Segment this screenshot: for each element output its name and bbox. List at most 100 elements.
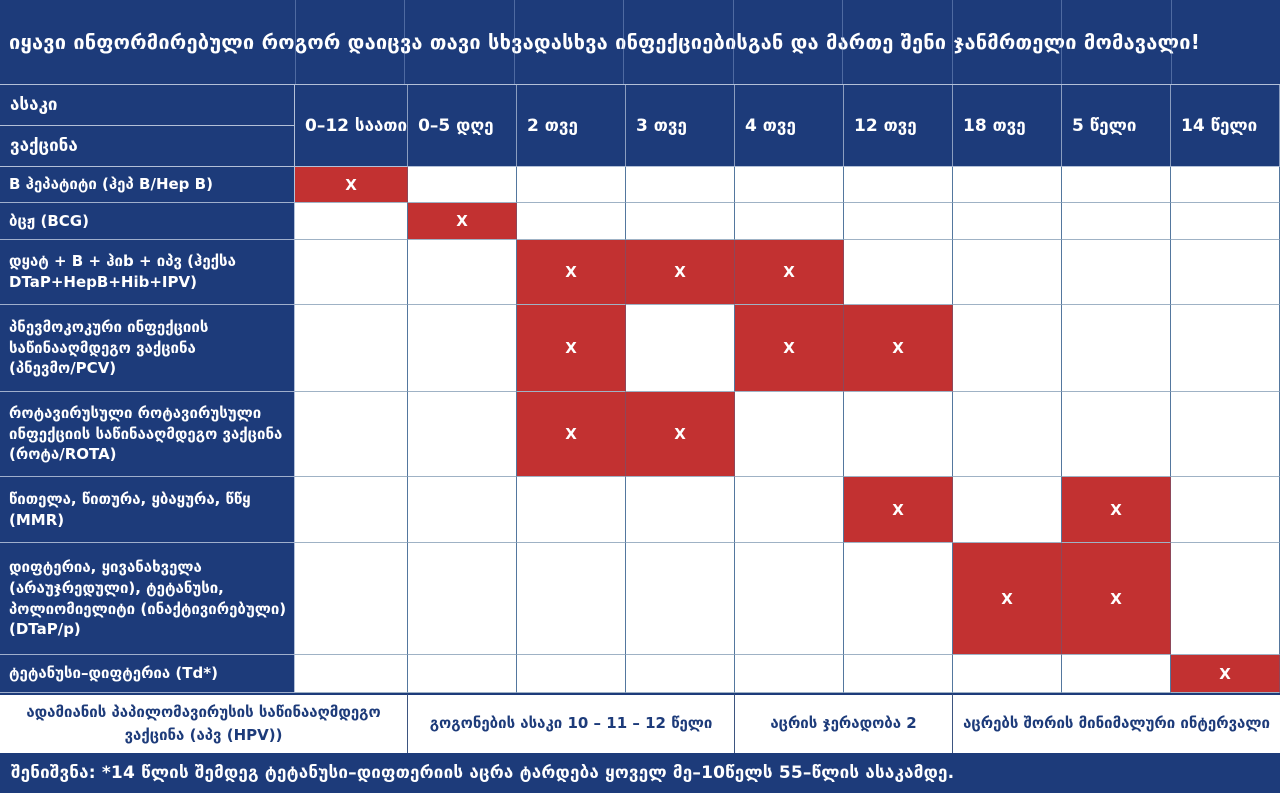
age-column-header: 4 თვე — [735, 85, 845, 167]
dose-cell-marked: X — [953, 543, 1063, 655]
dose-cell-empty — [844, 240, 954, 305]
dose-cell-marked: X — [517, 305, 627, 392]
age-column-header: 0–12 საათი — [295, 85, 409, 167]
hpv-info-cell: აცრის ჯერადობა 2 — [735, 693, 954, 753]
dose-cell-empty — [408, 167, 518, 203]
age-column-header: 3 თვე — [626, 85, 736, 167]
dose-cell-marked: X — [735, 240, 845, 305]
vaccine-axis-label: ვაქცინა — [10, 136, 78, 156]
age-column-header: 18 თვე — [953, 85, 1063, 167]
dose-cell-empty — [295, 203, 409, 240]
hpv-info-cell: აცრებს შორის მინიმალური ინტერვალი — [953, 693, 1280, 753]
dose-cell-empty — [735, 203, 845, 240]
dose-cell-empty — [295, 305, 409, 392]
vaccine-row-label: წითელა, წითურა, ყბაყურა, წწყ (MMR) — [0, 477, 295, 543]
dose-cell-empty — [1062, 305, 1171, 392]
dose-cell-empty — [953, 203, 1063, 240]
dose-cell-empty — [295, 392, 409, 477]
vaccine-row-label: დიფტერია, ყივანახველა (არაუჯრედული), ტეტ… — [0, 543, 295, 655]
vaccine-row-label: ბცჟ (BCG) — [0, 203, 295, 240]
dose-cell-empty — [295, 655, 409, 693]
dose-cell-empty — [517, 543, 627, 655]
dose-cell-marked: X — [1062, 543, 1171, 655]
dose-cell-empty — [408, 543, 518, 655]
age-column-header: 2 თვე — [517, 85, 627, 167]
dose-cell-empty — [735, 477, 845, 543]
vaccine-row-label-text: ტეტანუსი–დიფტერია (Td*) — [9, 664, 218, 683]
dose-cell-empty — [517, 167, 627, 203]
dose-cell-empty — [517, 203, 627, 240]
dose-cell-empty — [408, 240, 518, 305]
dose-cell-empty — [517, 477, 627, 543]
dose-cell-marked: X — [1062, 477, 1171, 543]
age-column-header: 5 წელი — [1062, 85, 1171, 167]
dose-cell-empty — [735, 655, 845, 693]
dose-cell-empty — [953, 167, 1063, 203]
dose-cell-empty — [408, 305, 518, 392]
dose-cell-empty — [517, 655, 627, 693]
vaccine-row-label: B ჰეპატიტი (ჰეპ B/Hep B) — [0, 167, 295, 203]
dose-cell-marked: X — [844, 305, 954, 392]
dose-cell-marked: X — [626, 392, 736, 477]
dose-cell-empty — [1062, 240, 1171, 305]
dose-cell-empty — [1171, 203, 1280, 240]
vaccine-row-label: დყატ + B + ჰიb + იპვ (ჰექსა DTaP+HepB+Hi… — [0, 240, 295, 305]
dose-cell-marked: X — [1171, 655, 1280, 693]
dose-cell-empty — [844, 392, 954, 477]
poster-title: იყავი ინფორმირებული როგორ დაიცვა თავი სხ… — [0, 0, 1280, 85]
dose-cell-empty — [953, 240, 1063, 305]
vaccine-row-label-text: დიფტერია, ყივანახველა (არაუჯრედული), ტეტ… — [9, 558, 287, 639]
dose-cell-empty — [408, 655, 518, 693]
title-column-line — [1170, 0, 1172, 84]
dose-cell-empty — [1171, 240, 1280, 305]
dose-cell-empty — [844, 167, 954, 203]
dose-cell-empty — [1171, 392, 1280, 477]
age-column-header: 14 წელი — [1171, 85, 1280, 167]
dose-cell-empty — [1171, 167, 1280, 203]
title-column-line — [404, 0, 406, 84]
vaccine-row-label-text: როტავირუსული როტავირუსული ინფექციის საწი… — [9, 403, 283, 464]
vaccine-row-label-text: დყატ + B + ჰიb + იპვ (ჰექსა DTaP+HepB+Hi… — [9, 252, 236, 291]
dose-cell-empty — [626, 203, 736, 240]
title-column-line — [623, 0, 625, 84]
dose-cell-empty — [1171, 543, 1280, 655]
dose-cell-empty — [735, 167, 845, 203]
dose-cell-empty — [735, 392, 845, 477]
dose-cell-empty — [626, 655, 736, 693]
age-column-header: 0–5 დღე — [408, 85, 518, 167]
hpv-vaccine-label: ადამიანის პაპილომავირუსის საწინააღმდეგო … — [0, 693, 409, 753]
dose-cell-empty — [953, 392, 1063, 477]
dose-cell-empty — [626, 167, 736, 203]
dose-cell-empty — [626, 477, 736, 543]
age-column-header: 12 თვე — [844, 85, 954, 167]
poster-title-text: იყავი ინფორმირებული როგორ დაიცვა თავი სხ… — [9, 30, 1201, 54]
header-corner-cell: ასაკი ვაქცინა — [0, 85, 295, 167]
vaccine-row-label-text: წითელა, წითურა, ყბაყურა, წწყ (MMR) — [9, 489, 251, 529]
dose-cell-marked: X — [626, 240, 736, 305]
age-axis-label: ასაკი — [0, 85, 294, 126]
dose-cell-empty — [844, 203, 954, 240]
hpv-info-cell: გოგონების ასაკი 10 – 11 – 12 წელი — [408, 693, 736, 753]
title-column-line — [951, 0, 953, 84]
dose-cell-marked: X — [517, 240, 627, 305]
dose-cell-empty — [844, 543, 954, 655]
dose-cell-empty — [1062, 203, 1171, 240]
title-column-line — [732, 0, 734, 84]
dose-cell-empty — [295, 477, 409, 543]
title-column-line — [1061, 0, 1063, 84]
dose-cell-marked: X — [735, 305, 845, 392]
dose-cell-empty — [295, 543, 409, 655]
dose-cell-marked: X — [517, 392, 627, 477]
dose-cell-empty — [1062, 167, 1171, 203]
dose-cell-marked: X — [844, 477, 954, 543]
dose-cell-empty — [1062, 655, 1171, 693]
footnote-bar: შენიშვნა: *14 წლის შემდეგ ტეტანუსი–დიფთე… — [0, 753, 1280, 793]
dose-cell-empty — [953, 305, 1063, 392]
dose-cell-marked: X — [295, 167, 409, 203]
dose-cell-empty — [953, 477, 1063, 543]
title-column-line — [295, 0, 296, 84]
vaccine-row-label-text: პნევმოკოკური ინფექციის საწინააღმდეგო ვაქ… — [9, 317, 209, 378]
vaccine-row-label: პნევმოკოკური ინფექციის საწინააღმდეგო ვაქ… — [0, 305, 295, 392]
